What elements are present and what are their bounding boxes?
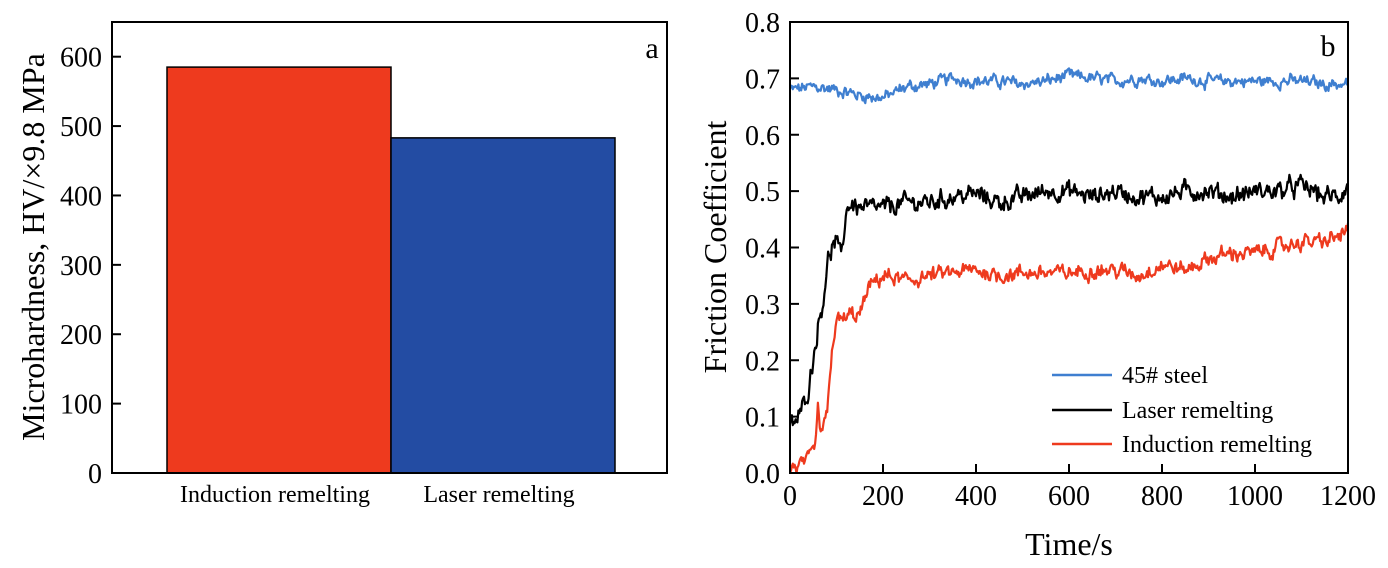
series-line-induction-remelting [790,223,1348,473]
x-axis-title: Time/s [1025,526,1113,562]
panel-a-letter: a [645,32,658,65]
y-tick-label: 0.1 [745,403,780,434]
y-axis-title: Friction Coefficient [697,121,733,374]
bar-induction-remelting [166,66,392,474]
x-tick-label: 400 [955,481,997,512]
x-axis-ticks: 0 200 400 600 800 1000 1200 [783,464,1376,512]
bar-laser-remelting [390,137,616,474]
legend-label: 45# steel [1122,363,1208,389]
series-line-45-steel [790,67,1348,105]
panel-a-bar-chart: 0 100 200 300 400 500 600 a Microhardness, HV/… [15,21,668,508]
series-line-laser-remelting [790,173,1348,427]
y-tick-label: 0.5 [745,177,780,208]
legend-label: Laser remelting [1122,398,1273,424]
y-tick-label: 0.8 [745,8,780,39]
series-group [790,67,1348,473]
y-tick-label: 0.0 [745,459,780,490]
x-tick-label: 600 [1048,481,1090,512]
legend-label: Induction remelting [1122,432,1312,458]
y-tick-label: 0 [88,459,102,490]
y-tick-label: 300 [60,251,102,282]
x-tick-label: 1000 [1227,481,1283,512]
x-tick-label: 800 [1141,481,1183,512]
panel-b-letter: b [1321,30,1336,63]
panel-b-line-chart: 0 200 400 600 800 1000 1200 0.0 0.1 0.2 0.3 0.4 0.5… [697,8,1376,562]
y-tick-label: 100 [60,390,102,421]
bar-group [166,66,616,474]
y-tick-label: 200 [60,320,102,351]
x-tick-label: 200 [862,481,904,512]
category-label: Induction remelting [180,482,370,508]
category-labels: Induction remelting Laser remelting [180,482,575,508]
x-tick-label: 0 [783,481,797,512]
category-label: Laser remelting [423,482,574,508]
y-axis-ticks: 0 100 200 300 400 500 600 [60,43,121,490]
panel-a-frame [111,21,668,474]
y-tick-label: 0.7 [745,64,780,95]
y-axis-title: Microhardness, HV/×9.8 MPa [15,53,51,441]
y-tick-label: 0.3 [745,290,780,321]
y-tick-label: 400 [60,181,102,212]
legend: 45# steel Laser remelting Induction remelt… [1052,363,1312,458]
y-tick-label: 600 [60,43,102,74]
y-axis-ticks: 0.0 0.1 0.2 0.3 0.4 0.5 0.6 0.7 0.8 [745,8,799,490]
y-tick-label: 0.2 [745,346,780,377]
y-tick-label: 0.4 [745,234,780,265]
x-tick-label: 1200 [1320,481,1376,512]
y-tick-label: 500 [60,112,102,143]
y-tick-label: 0.6 [745,121,780,152]
